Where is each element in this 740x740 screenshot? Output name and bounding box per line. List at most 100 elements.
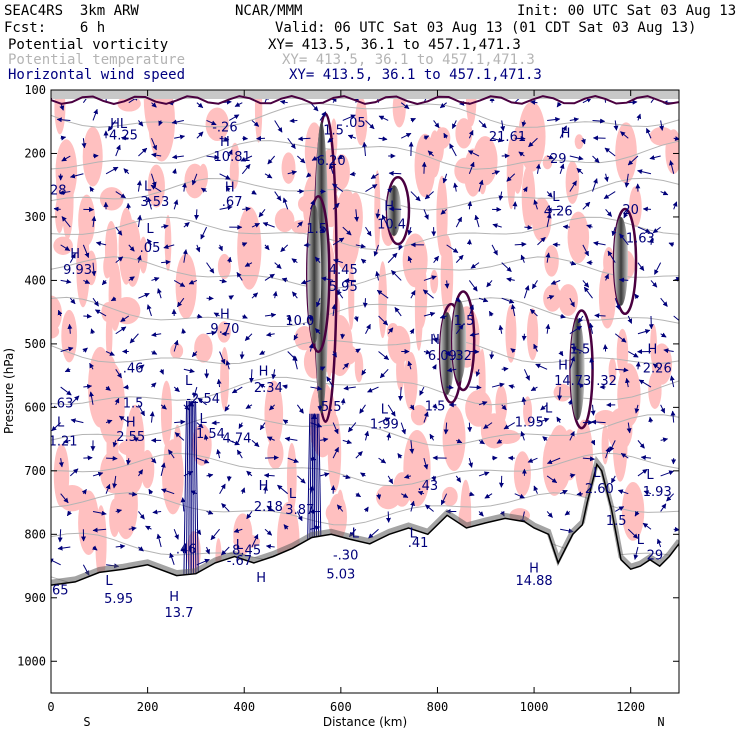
wind-vector	[213, 312, 220, 318]
wind-vector	[92, 471, 104, 477]
wind-vector	[478, 401, 488, 406]
terrain-surface-line	[51, 462, 679, 586]
wind-vector	[660, 332, 667, 338]
wind-vector	[151, 457, 157, 464]
wind-vector	[240, 155, 253, 162]
extremum-label: HL	[110, 117, 128, 132]
wind-vector	[652, 226, 661, 234]
wind-vector	[503, 422, 516, 430]
wind-vector	[319, 472, 330, 478]
wind-vector	[242, 314, 248, 319]
wind-vector	[467, 150, 480, 157]
wind-vector	[660, 297, 668, 307]
wind-vector	[347, 134, 357, 140]
wind-vector	[368, 528, 379, 539]
wind-vector	[569, 297, 575, 308]
wind-vector	[149, 411, 155, 423]
wind-vector	[624, 377, 630, 388]
wind-vector	[163, 244, 175, 249]
wind-vector	[649, 155, 661, 160]
extremum-label: L	[200, 412, 208, 427]
pv-shade-patch	[492, 429, 521, 444]
wind-vector	[240, 487, 246, 494]
y-tick-label: 400	[24, 273, 46, 287]
wind-vector	[635, 361, 641, 370]
wind-vector	[219, 278, 227, 284]
wind-vector	[245, 404, 253, 409]
wind-vector	[171, 119, 184, 125]
wind-vector	[319, 226, 325, 233]
wind-vector	[283, 524, 289, 530]
wind-vector	[501, 404, 507, 411]
wind-vector	[439, 102, 447, 109]
wind-vector	[287, 457, 299, 463]
wind-vector	[69, 253, 76, 263]
wind-vector	[112, 475, 118, 489]
wind-vector	[347, 422, 357, 433]
wind-vector	[618, 277, 629, 283]
wind-vector	[533, 199, 539, 210]
wind-vector	[336, 504, 344, 512]
wind-vector	[319, 111, 327, 121]
wind-vector	[571, 346, 584, 352]
extremum-label: 9.70	[210, 322, 239, 337]
wind-vector	[360, 472, 366, 478]
wind-vector	[242, 206, 251, 212]
extremum-label: .05	[345, 116, 366, 131]
wind-vector	[614, 298, 621, 310]
extremum-label: 5.95	[329, 280, 358, 295]
wind-vector	[381, 214, 389, 228]
wind-vector	[660, 503, 667, 512]
field-name-pv: Potential vorticity	[8, 37, 169, 53]
wind-vector	[362, 141, 368, 157]
wind-vector	[148, 488, 154, 495]
x-axis-label: Distance (km)	[323, 715, 407, 729]
wind-vector	[83, 279, 91, 284]
header-line2-left: Fcst: 6 h	[4, 20, 106, 36]
wind-vector	[60, 244, 71, 251]
pv-shade-patch	[465, 90, 477, 127]
wind-vector	[496, 438, 503, 444]
wind-vector	[291, 258, 298, 264]
wind-vector	[70, 418, 84, 424]
wind-vector	[138, 546, 144, 552]
extremum-label: H	[70, 247, 80, 262]
wind-vector	[440, 493, 448, 506]
y-tick-label: 500	[24, 337, 46, 351]
wind-vector	[550, 279, 561, 285]
wind-vector	[442, 173, 448, 184]
plot-frame	[50, 89, 680, 694]
extremum-label: 10.0	[285, 314, 314, 329]
pv-shade-patch	[472, 136, 498, 186]
wind-vector	[340, 333, 346, 340]
wind-vector	[609, 440, 616, 452]
pv-shade-patch	[109, 498, 121, 538]
extremum-label: L	[105, 574, 113, 589]
pv-shade-patch	[558, 284, 578, 316]
wind-vector	[61, 155, 71, 162]
wind-vector	[375, 209, 381, 219]
pv-shade-patch	[403, 352, 418, 411]
wind-vector	[423, 275, 437, 281]
wind-vector	[531, 280, 538, 290]
wind-vector	[361, 369, 367, 376]
extremum-label: 1.5	[123, 396, 144, 411]
wind-vector	[419, 386, 425, 396]
wind-vector	[580, 138, 586, 145]
wind-vector	[274, 120, 283, 133]
wind-vector	[469, 491, 475, 497]
extremum-label: 1.99	[370, 417, 399, 432]
wind-vector	[562, 224, 570, 230]
y-tick-label: 300	[24, 210, 46, 224]
wind-vector	[592, 155, 600, 163]
wind-vector	[105, 483, 111, 494]
wind-vector	[489, 351, 495, 360]
wind-vector	[627, 528, 639, 539]
wind-vector	[365, 184, 378, 192]
wind-vector	[388, 170, 402, 176]
wind-vector	[145, 525, 152, 531]
wind-vector	[128, 244, 135, 252]
wind-vector	[337, 154, 344, 160]
pv-shade-patch	[567, 211, 590, 264]
extremum-label: H	[225, 181, 235, 196]
